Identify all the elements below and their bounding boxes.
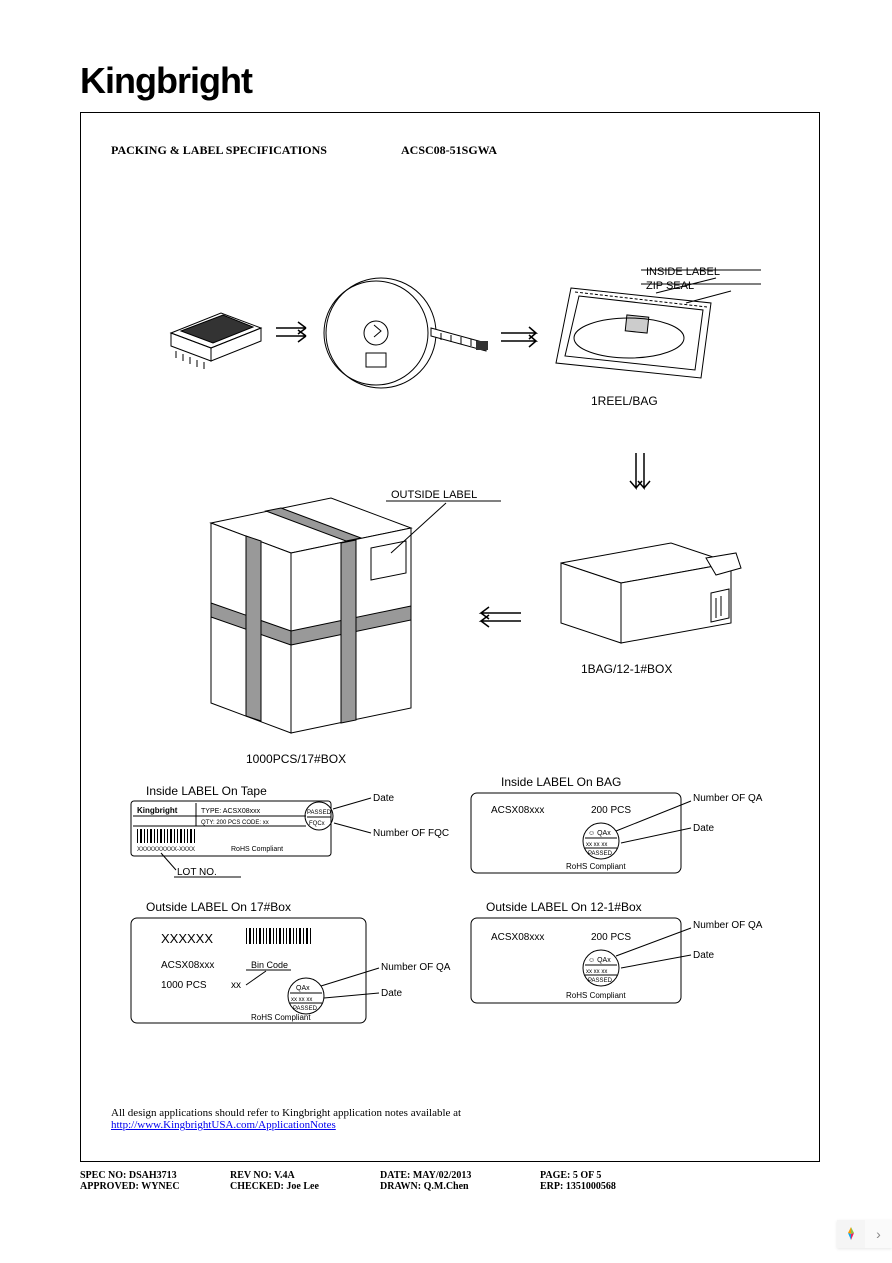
svg-text:ACSX08xxx: ACSX08xxx <box>491 932 544 943</box>
label-12box-detail: ACSX08xxx 200 PCS ☺ QAx xx xx xx PASSED … <box>471 918 681 1003</box>
page-num: PAGE: 5 OF 5 <box>540 1170 690 1181</box>
qa-callout: Number OF QA <box>381 962 451 973</box>
bag-icon <box>556 288 711 378</box>
label-tape-title: Inside LABEL On Tape <box>146 784 267 798</box>
svg-text:☺ QAx: ☺ QAx <box>588 830 611 837</box>
small-box-icon <box>561 543 741 643</box>
inside-label-callout: INSIDE LABEL <box>646 266 720 278</box>
content-frame: PACKING & LABEL SPECIFICATIONS ACSC08-51… <box>80 112 820 1162</box>
drawn-by: DRAWN: Q.M.Chen <box>380 1181 540 1192</box>
rev-no: REV NO: V.4A <box>230 1170 380 1181</box>
footer-text: All design applications should refer to … <box>111 1107 461 1119</box>
arrow-icon <box>276 322 306 342</box>
label-tape-detail: Kingbright TYPE: ACSX08xxx QTY: 200 PCS … <box>131 801 333 856</box>
arrow-left-icon <box>481 607 521 627</box>
svg-text:☺ QAx: ☺ QAx <box>588 957 611 964</box>
svg-text:ACSX08xxx: ACSX08xxx <box>161 960 214 971</box>
erp-code: ERP: 1351000568 <box>540 1181 690 1192</box>
datasheet-page: Kingbright PACKING & LABEL SPECIFICATION… <box>80 60 820 1192</box>
large-box-icon <box>211 498 411 733</box>
label-bag-title: Inside LABEL On BAG <box>501 775 621 789</box>
svg-text:PASSED: PASSED <box>588 851 613 857</box>
bag-box-label: 1BAG/12-1#BOX <box>581 662 672 676</box>
svg-text:QTY: 200 PCS CODE: xx: QTY: 200 PCS CODE: xx <box>201 820 269 826</box>
svg-text:xx xx xx: xx xx xx <box>586 842 607 848</box>
svg-text:XXXXXX: XXXXXX <box>161 931 213 946</box>
svg-text:Bin Code: Bin Code <box>251 960 288 970</box>
svg-text:xx: xx <box>231 980 241 991</box>
date-callout: Date <box>693 950 715 961</box>
reel-bag-label: 1REEL/BAG <box>591 394 658 408</box>
svg-text:FQCx: FQCx <box>309 821 325 827</box>
svg-text:PASSED: PASSED <box>307 810 332 816</box>
part-number: ACSC08-51SGWA <box>401 143 497 158</box>
reel-icon <box>324 278 488 388</box>
svg-text:RoHS Compliant: RoHS Compliant <box>251 1013 311 1022</box>
svg-text:xx xx xx: xx xx xx <box>586 969 607 975</box>
viewer-logo-icon[interactable] <box>837 1220 865 1248</box>
svg-text:xx xx xx: xx xx xx <box>291 997 312 1003</box>
label-17box-detail: XXXXXX ACSX08xxx <box>131 918 366 1023</box>
checked-by: CHECKED: Joe Lee <box>230 1181 380 1192</box>
svg-text:PASSED: PASSED <box>293 1006 318 1012</box>
spec-no: SPEC NO: DSAH3713 <box>80 1170 230 1181</box>
next-page-button[interactable]: › <box>865 1220 892 1248</box>
qa-callout: Number OF QA <box>693 920 763 931</box>
label-17box-title: Outside LABEL On 17#Box <box>146 900 291 914</box>
spec-date: DATE: MAY/02/2013 <box>380 1170 540 1181</box>
svg-text:TYPE: ACSX08xxx: TYPE: ACSX08xxx <box>201 808 261 815</box>
footer-note: All design applications should refer to … <box>111 1107 461 1131</box>
label-bag-detail: ACSX08xxx 200 PCS ☺ QAx xx xx xx PASSED … <box>471 793 681 873</box>
section-title: PACKING & LABEL SPECIFICATIONS <box>111 143 327 158</box>
svg-text:Kingbright: Kingbright <box>137 806 178 815</box>
label-12box-title: Outside LABEL On 12-1#Box <box>486 900 642 914</box>
viewer-navigation: › <box>837 1220 892 1248</box>
approved-by: APPROVED: WYNEC <box>80 1181 230 1192</box>
pcs-box-label: 1000PCS/17#BOX <box>246 752 346 766</box>
svg-text:XXXXXXXXXX-XXXX: XXXXXXXXXX-XXXX <box>137 847 195 853</box>
arrow-down-icon <box>630 453 650 488</box>
spec-footer: SPEC NO: DSAH3713 REV NO: V.4A DATE: MAY… <box>80 1170 820 1192</box>
packing-diagram: INSIDE LABEL ZIP SEAL 1REEL/BAG <box>81 173 821 1073</box>
qa-callout: Number OF QA <box>693 793 763 804</box>
brand-logo: Kingbright <box>80 60 820 102</box>
svg-text:QAx: QAx <box>296 985 310 992</box>
lot-callout: LOT NO. <box>177 867 217 878</box>
svg-text:RoHS Compliant: RoHS Compliant <box>566 862 626 871</box>
led-component-icon <box>171 313 261 369</box>
svg-text:200 PCS: 200 PCS <box>591 805 631 816</box>
date-callout: Date <box>373 793 395 804</box>
fqc-callout: Number OF FQC <box>373 828 449 839</box>
svg-text:ACSX08xxx: ACSX08xxx <box>491 805 544 816</box>
svg-text:1000 PCS: 1000 PCS <box>161 980 207 991</box>
application-notes-link[interactable]: http://www.KingbrightUSA.com/Application… <box>111 1119 336 1131</box>
svg-text:PASSED: PASSED <box>588 978 613 984</box>
svg-text:RoHS Compliant: RoHS Compliant <box>566 991 626 1000</box>
outside-label-callout: OUTSIDE LABEL <box>391 489 477 501</box>
date-callout: Date <box>693 823 715 834</box>
svg-text:200 PCS: 200 PCS <box>591 932 631 943</box>
date-callout: Date <box>381 988 403 999</box>
svg-text:RoHS Compliant: RoHS Compliant <box>231 846 283 853</box>
arrow-icon <box>501 327 536 347</box>
zip-seal-callout: ZIP SEAL <box>646 280 694 292</box>
